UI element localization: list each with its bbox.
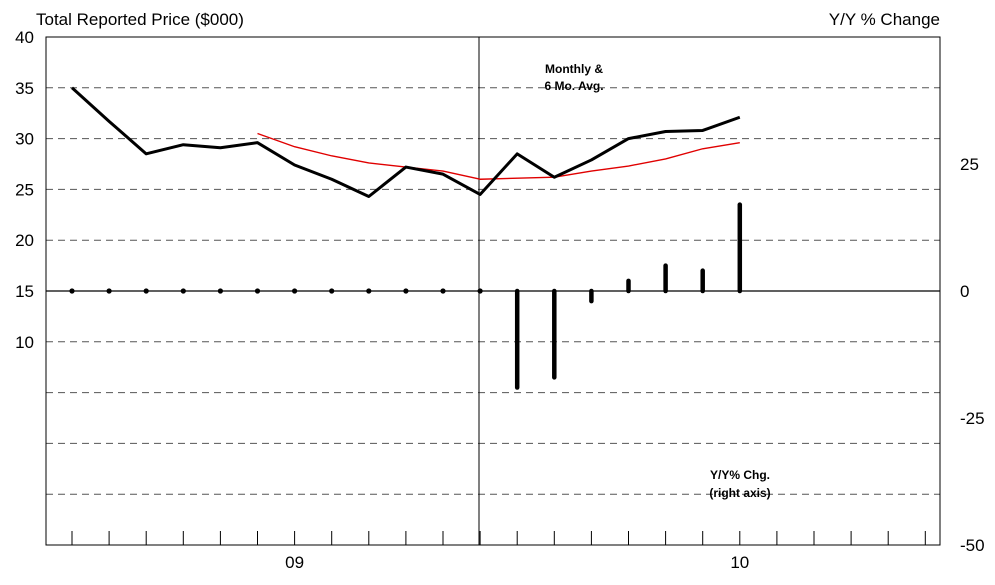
left-tick-label: 15	[15, 282, 34, 301]
yoy-point	[143, 288, 149, 294]
yoy-point	[329, 288, 335, 294]
yoy-point	[180, 288, 186, 294]
monthly-label-line1: Monthly &	[545, 62, 603, 76]
left-axis-ticks: 40 35 30 25 20 15 10	[15, 28, 34, 352]
right-tick-label: 0	[960, 282, 969, 301]
left-tick-label: 40	[15, 28, 34, 47]
x-tick-label: 10	[730, 553, 749, 572]
yoy-point	[217, 288, 223, 294]
monthly-label-line2: 6 Mo. Avg.	[544, 79, 603, 93]
left-tick-label: 20	[15, 231, 34, 250]
x-tick-label: 09	[285, 553, 304, 572]
right-tick-label: -50	[960, 536, 985, 555]
yoy-label-line1: Y/Y% Chg.	[710, 468, 770, 482]
yoy-point	[366, 288, 372, 294]
right-tick-label: -25	[960, 409, 985, 428]
right-axis-title: Y/Y % Change	[829, 10, 940, 29]
left-tick-label: 30	[15, 130, 34, 149]
yoy-change-bars	[46, 202, 940, 390]
yoy-point	[292, 288, 298, 294]
left-tick-label: 10	[15, 333, 34, 352]
six-month-avg-line	[257, 132, 740, 180]
yoy-point	[106, 288, 112, 294]
monthly-price-line	[70, 86, 741, 199]
yoy-point	[254, 288, 261, 294]
yoy-point	[403, 288, 409, 294]
right-tick-label: 25	[960, 155, 979, 174]
left-tick-label: 35	[15, 79, 34, 98]
series-lines	[70, 86, 741, 199]
yoy-point	[69, 288, 75, 294]
left-axis-title: Total Reported Price ($000)	[36, 10, 244, 29]
x-axis-ticks: 09 10	[71, 531, 926, 572]
right-axis-ticks: 25 0 -25 -50	[960, 155, 985, 555]
left-tick-label: 25	[15, 180, 34, 199]
yoy-point	[440, 288, 446, 294]
yoy-point	[477, 288, 483, 294]
yoy-label-line2: (right axis)	[709, 486, 770, 500]
